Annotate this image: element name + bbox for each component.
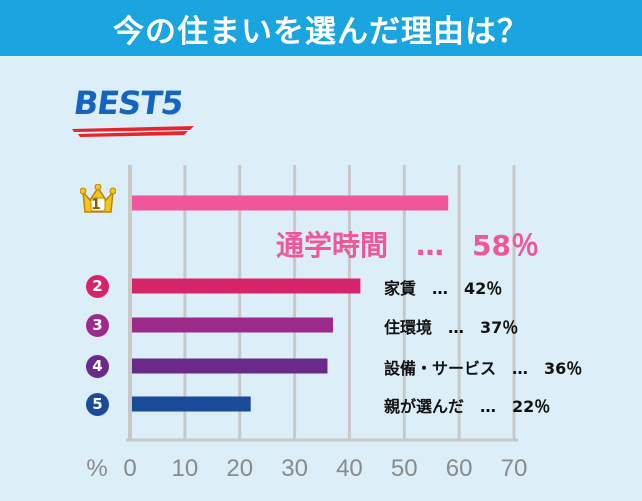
rank-badge-3: 3 [86,313,109,337]
bar-3 [132,317,333,333]
bar-label-rank-4: 設備・サービス … 36％ [384,359,583,378]
bar-label-rank-5: 親が選んだ … 22％ [384,397,551,416]
x-tick-label: 0 [123,455,136,482]
bar-4 [132,358,328,374]
x-unit-label: % [86,455,107,482]
best-underline [72,126,194,137]
page-title: 今の住まいを選んだ理由は？ [113,13,529,50]
title-bar: 今の住まいを選んだ理由は？ [0,0,642,56]
x-tick-label: 40 [336,455,363,482]
x-tick-label: 20 [226,455,253,482]
bar-label-rank-1: 通学時間 … 58％ [276,229,539,262]
x-tick-label: 70 [501,455,528,482]
bar-label-rank-2: 家賃 … 42％ [384,279,503,298]
crown-icon [80,184,116,213]
rank-badge-5: 5 [86,392,109,416]
x-tick-label: 50 [391,455,418,482]
rank-badge-4: 4 [86,354,109,378]
rank-1-number: 1 [91,197,101,213]
bar-label-rank-3: 住環境 … 37％ [384,318,519,337]
rank-badge-2: 2 [86,274,109,298]
bar-1 [132,195,449,211]
x-tick-label: 10 [172,455,199,482]
x-tick-label: 60 [446,455,473,482]
bar-2 [132,278,361,294]
x-tick-label: 30 [281,455,308,482]
bar-5 [132,396,251,412]
